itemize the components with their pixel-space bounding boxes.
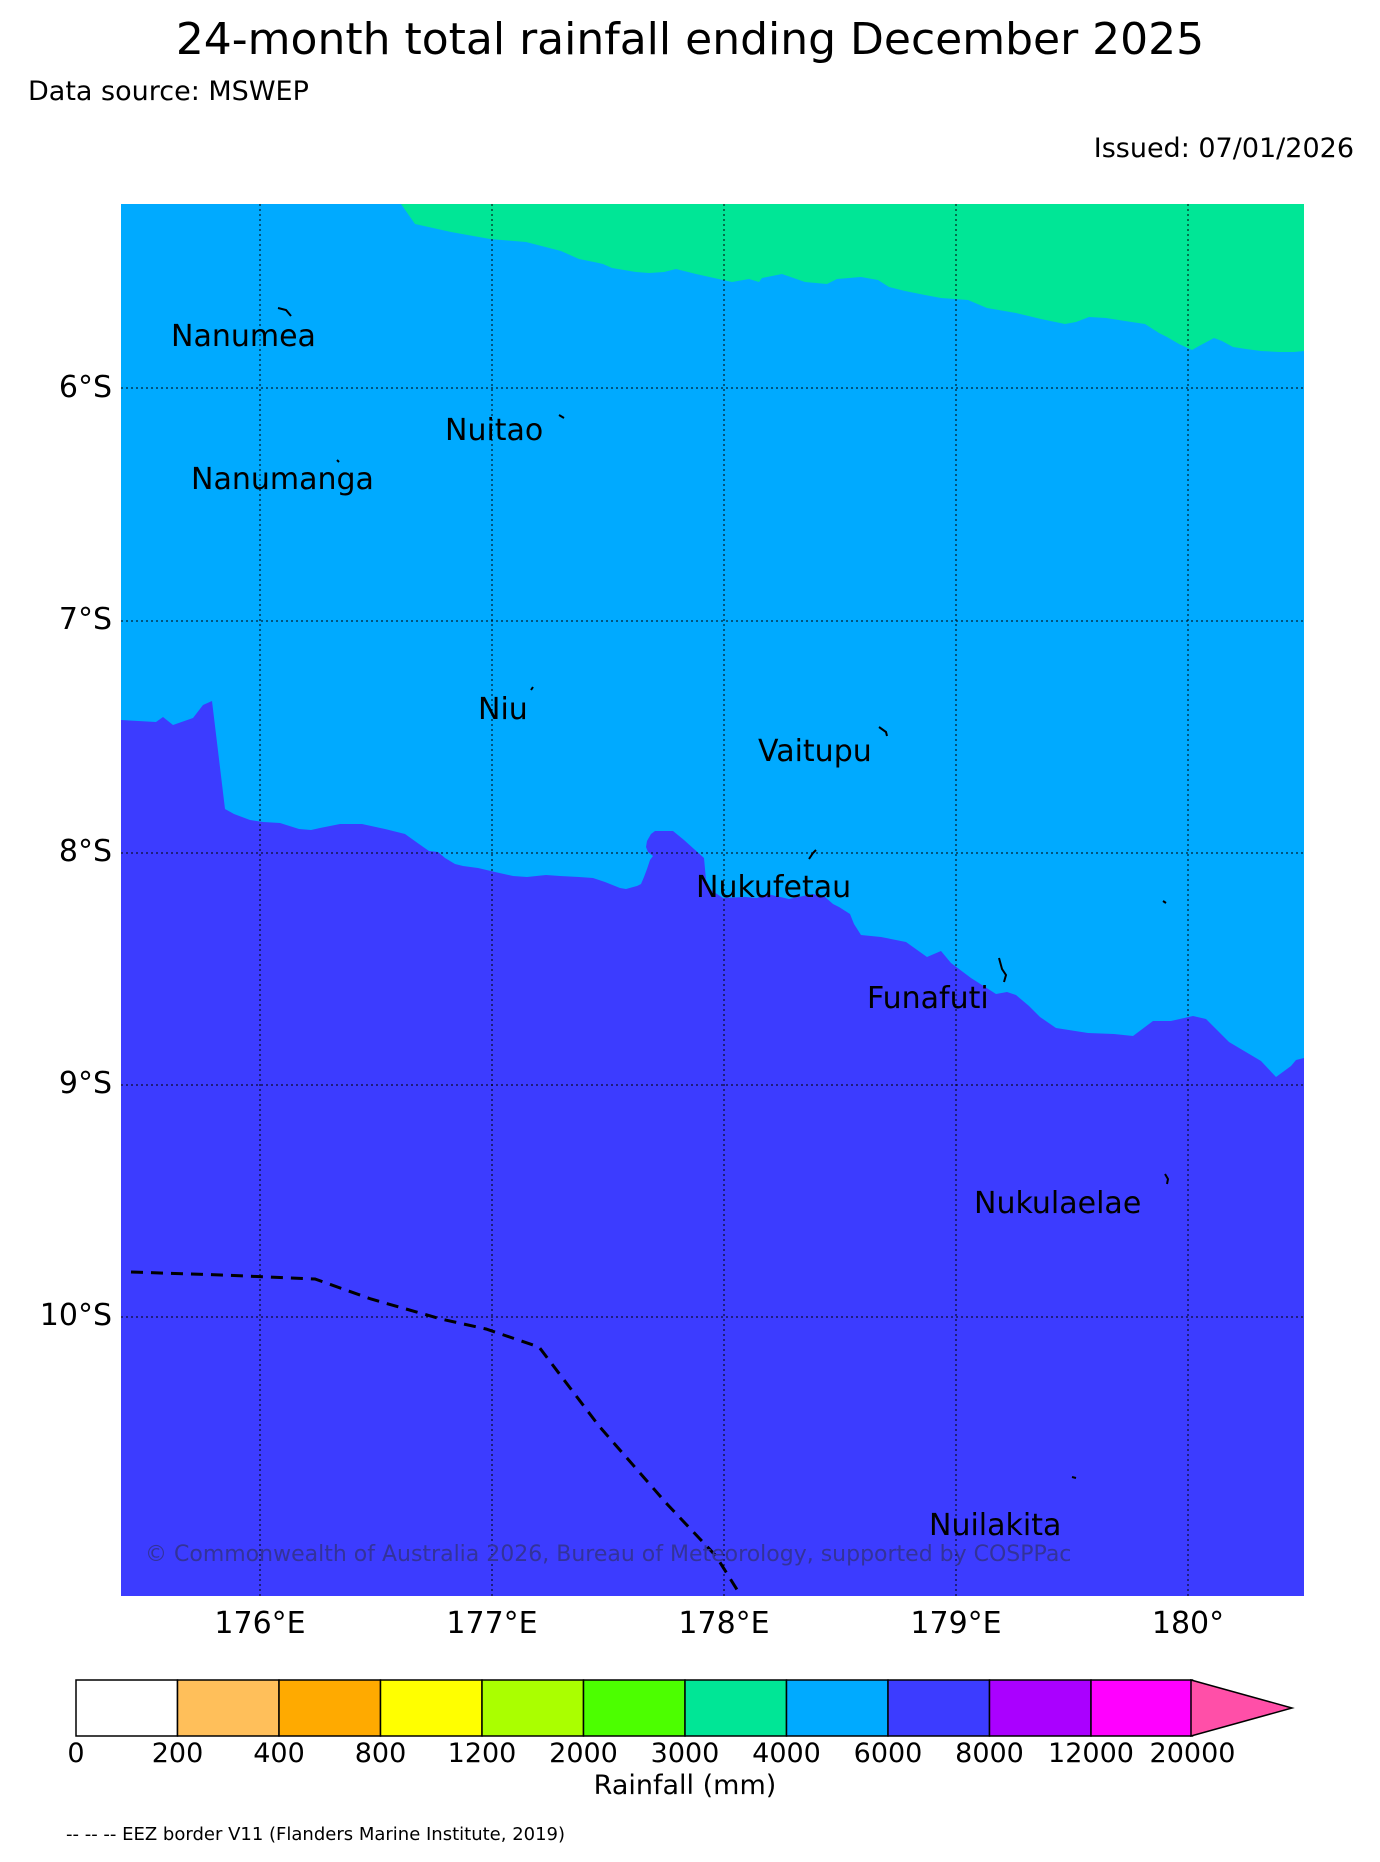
colorbar-box-1 bbox=[176, 1679, 280, 1737]
band-3000-4000 bbox=[401, 204, 1304, 352]
island-label-nukulaelae: Nukulaelae bbox=[974, 1186, 1141, 1221]
lat-label-6s: 6°S bbox=[58, 370, 112, 405]
island-funafuti-mark bbox=[998, 957, 1008, 983]
lon-label-180: 180° bbox=[1151, 1606, 1225, 1641]
map-title: 24-month total rainfall ending December … bbox=[175, 14, 1205, 65]
colorbar-title: Rainfall (mm) bbox=[593, 1770, 777, 1801]
lat-label-8s: 8°S bbox=[58, 834, 112, 869]
colorbar-extend-arrow bbox=[1190, 1679, 1295, 1737]
lon-label-177e: 177°E bbox=[446, 1606, 538, 1641]
island-small-mark bbox=[1162, 900, 1167, 904]
lat-label-9s: 9°S bbox=[58, 1066, 112, 1101]
lon-label-178e: 178°E bbox=[678, 1606, 770, 1641]
island-label-nukufetau: Nukufetau bbox=[696, 870, 851, 905]
colorbar-tick-label: 2000 bbox=[549, 1738, 618, 1769]
island-nuitao-mark bbox=[558, 414, 565, 419]
eez-border bbox=[130, 1270, 743, 1596]
island-nanumea-mark bbox=[277, 307, 292, 317]
island-nukufetau-mark bbox=[808, 849, 817, 860]
colorbar-tick-label: 20000 bbox=[1149, 1738, 1236, 1769]
island-label-nuitao: Nuitao bbox=[445, 413, 543, 448]
lat-label-7s: 7°S bbox=[58, 602, 112, 637]
island-label-nanumea: Nanumea bbox=[171, 319, 316, 354]
colorbar-tick-label: 800 bbox=[354, 1738, 407, 1769]
colorbar-tick-label: 1200 bbox=[447, 1738, 517, 1769]
colorbar-boxes bbox=[75, 1679, 1194, 1737]
island-nukulaelae-mark bbox=[1164, 1173, 1170, 1185]
copyright-text: © Commonwealth of Australia 2026, Bureau… bbox=[145, 1542, 1071, 1567]
rainfall-map: Nanumea Nuitao Nanumanga Niu Vaitupu Nuk… bbox=[121, 204, 1304, 1596]
colorbar-box-9 bbox=[988, 1679, 1092, 1737]
island-label-niu: Niu bbox=[478, 692, 528, 727]
island-nanumanga-mark bbox=[336, 459, 340, 463]
colorbar-box-4 bbox=[481, 1679, 585, 1737]
colorbar-tick-label: 3000 bbox=[650, 1738, 720, 1769]
colorbar-box-8 bbox=[887, 1679, 991, 1737]
data-source: Data source: MSWEP bbox=[28, 76, 309, 107]
grid-lines bbox=[121, 204, 1304, 1596]
island-label-funafuti: Funafuti bbox=[867, 981, 989, 1016]
colorbar-tick-label: 6000 bbox=[853, 1738, 923, 1769]
colorbar-box-6 bbox=[684, 1679, 788, 1737]
colorbar-box-0 bbox=[75, 1679, 179, 1737]
colorbar-box-3 bbox=[379, 1679, 483, 1737]
colorbar-box-10 bbox=[1090, 1679, 1194, 1737]
island-label-nanumanga: Nanumanga bbox=[191, 462, 374, 497]
colorbar-box-7 bbox=[785, 1679, 889, 1737]
eez-footnote: -- -- -- EEZ border V11 (Flanders Marine… bbox=[66, 1824, 566, 1845]
island-vaitupu-mark bbox=[878, 726, 888, 737]
colorbar-tick-label: 4000 bbox=[752, 1738, 821, 1769]
issued-date: Issued: 07/01/2026 bbox=[1093, 133, 1354, 164]
lat-label-10s: 10°S bbox=[39, 1298, 112, 1333]
island-label-nuilakita: Nuilakita bbox=[929, 1508, 1061, 1543]
island-nuilakita-mark bbox=[1071, 1476, 1077, 1479]
colorbar-tick-label: 8000 bbox=[955, 1738, 1024, 1769]
lon-label-179e: 179°E bbox=[910, 1606, 1002, 1641]
colorbar-tick-label: 0 bbox=[67, 1738, 85, 1769]
lon-label-176e: 176°E bbox=[214, 1606, 306, 1641]
colorbar-tick-label: 400 bbox=[253, 1738, 305, 1769]
colorbar-tick-label: 12000 bbox=[1048, 1738, 1134, 1769]
colorbar-box-2 bbox=[278, 1679, 382, 1737]
island-label-vaitupu: Vaitupu bbox=[758, 734, 872, 769]
colorbar-box-5 bbox=[582, 1679, 686, 1737]
colorbar-tick-label: 200 bbox=[151, 1738, 204, 1769]
island-marks bbox=[277, 307, 1170, 1479]
band-4000-6000 bbox=[121, 204, 1304, 1077]
island-niu-mark bbox=[530, 686, 534, 691]
